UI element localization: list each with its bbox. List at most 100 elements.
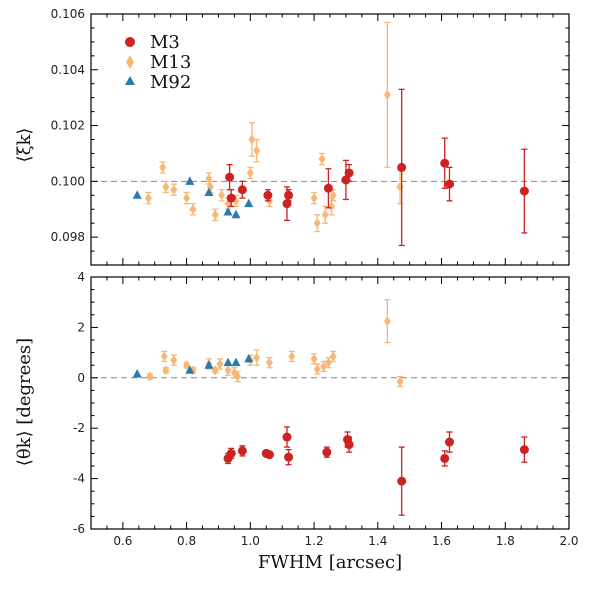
bottom-point-m3	[282, 432, 292, 442]
bottom-ytick-label: -4	[73, 472, 85, 486]
top-point-m13	[218, 190, 226, 201]
top-point-m13	[383, 89, 391, 100]
bottom-ytick-label: 2	[77, 320, 85, 334]
top-point-m92	[231, 209, 241, 219]
top-ytick-label: 0.106	[51, 7, 85, 21]
top-point-m3	[519, 186, 529, 196]
top-point-m3	[445, 179, 454, 189]
top-point-m13	[313, 218, 321, 229]
top-point-m13	[321, 209, 329, 220]
bottom-ytick-label: -6	[73, 522, 85, 536]
top-point-m92	[244, 198, 254, 208]
bottom-point-m13	[320, 361, 328, 372]
legend-marker-m13	[126, 55, 134, 69]
top-point-m13	[144, 193, 152, 204]
top-point-m13	[189, 204, 197, 215]
bottom-point-m13	[224, 365, 232, 376]
bottom-xtick-label: 1.8	[496, 534, 515, 548]
top-ytick-label: 0.098	[51, 230, 85, 244]
top-point-m3	[226, 193, 236, 203]
bottom-point-m3	[397, 476, 407, 486]
bottom-point-m13	[160, 351, 168, 362]
bottom-xtick-label: 1.6	[432, 534, 451, 548]
top-point-m13	[162, 181, 170, 192]
legend-marker-m92	[125, 76, 135, 85]
bottom-xtick-label: 1.4	[368, 534, 387, 548]
bottom-point-m3	[284, 452, 294, 462]
top-point-m3	[344, 168, 354, 178]
legend-label-m3: M3	[150, 32, 180, 53]
top-point-m13	[246, 167, 254, 178]
legend-label-m13: M13	[150, 52, 191, 73]
bottom-point-m13	[146, 371, 154, 382]
bottom-point-m92	[244, 353, 254, 363]
top-point-m3	[284, 190, 294, 200]
bottom-point-m92	[185, 365, 195, 374]
top-point-m3	[440, 158, 450, 168]
bottom-ylabel: ⟨θk⟩ [degrees]	[14, 338, 35, 466]
top-ytick-label: 0.102	[51, 119, 85, 133]
bottom-point-m13	[265, 357, 273, 368]
bottom-point-m13	[396, 376, 404, 387]
bottom-point-m92	[204, 360, 214, 369]
top-ytick-label: 0.104	[51, 63, 85, 77]
bottom-point-m13	[383, 316, 391, 327]
legend-label-m92: M92	[150, 72, 191, 93]
top-point-m92	[204, 187, 214, 196]
top-point-m13	[310, 193, 318, 204]
top-point-m13	[328, 201, 336, 212]
bottom-point-m13	[313, 363, 321, 374]
bottom-point-m3	[344, 440, 354, 450]
bottom-point-m13	[216, 358, 224, 369]
bottom-point-m3	[237, 446, 247, 456]
bottom-point-m13	[211, 365, 219, 376]
top-point-m92	[223, 207, 233, 216]
bottom-xtick-label: 1.0	[241, 534, 260, 548]
bottom-axes-frame	[90, 276, 570, 530]
panel-bottom: 0.6 0.8 1.0 1.2 1.4 1.6 1.8 2.0 -6 -4 -2 0 2 4	[73, 270, 579, 548]
bottom-ytick-label: -2	[73, 421, 85, 435]
bottom-xtick-label: 1.2	[305, 534, 324, 548]
top-point-m13	[248, 134, 256, 145]
bottom-xtick-label: 2.0	[559, 534, 578, 548]
bottom-point-m13	[288, 351, 296, 362]
top-point-m13	[170, 184, 178, 195]
bottom-point-m13	[170, 355, 178, 366]
bottom-point-m92	[132, 369, 142, 378]
top-point-m13	[183, 193, 191, 204]
top-point-m3	[397, 162, 407, 172]
legend: M3 M13 M92	[125, 32, 191, 93]
top-ytick-label: 0.100	[51, 174, 85, 188]
top-point-m13	[211, 209, 219, 220]
top-point-m13	[205, 173, 213, 184]
top-point-m13	[396, 181, 404, 192]
top-point-m3	[237, 185, 247, 195]
bottom-point-m13	[324, 357, 332, 368]
bottom-xtick-label: 0.6	[113, 534, 132, 548]
bottom-point-m3	[519, 445, 529, 455]
top-point-m92	[132, 190, 142, 199]
top-point-m3	[341, 175, 351, 185]
top-point-m92	[185, 176, 195, 185]
bottom-point-m13	[329, 351, 337, 362]
legend-marker-m3	[125, 37, 135, 47]
bottom-ytick-label: 0	[77, 371, 85, 385]
bottom-point-m13	[183, 360, 191, 371]
panel-top: 0.098 0.100 0.102 0.104 0.106	[51, 7, 570, 266]
bottom-point-m3	[322, 447, 332, 457]
bottom-point-m3	[440, 453, 450, 463]
top-ylabel: ⟨ξk⟩	[14, 128, 35, 163]
top-point-m3	[323, 183, 333, 193]
bottom-point-m92	[231, 357, 241, 367]
bottom-xlabel: FWHM [arcsec]	[258, 552, 402, 573]
bottom-point-m3	[226, 448, 236, 458]
top-point-m3	[225, 172, 235, 182]
top-point-m13	[329, 190, 337, 201]
bottom-point-m13	[162, 365, 170, 376]
top-point-m13	[159, 162, 167, 173]
bottom-point-m13	[234, 371, 242, 382]
bottom-point-m3	[264, 450, 274, 460]
top-point-m3	[263, 190, 273, 200]
bottom-point-m13	[310, 353, 318, 364]
